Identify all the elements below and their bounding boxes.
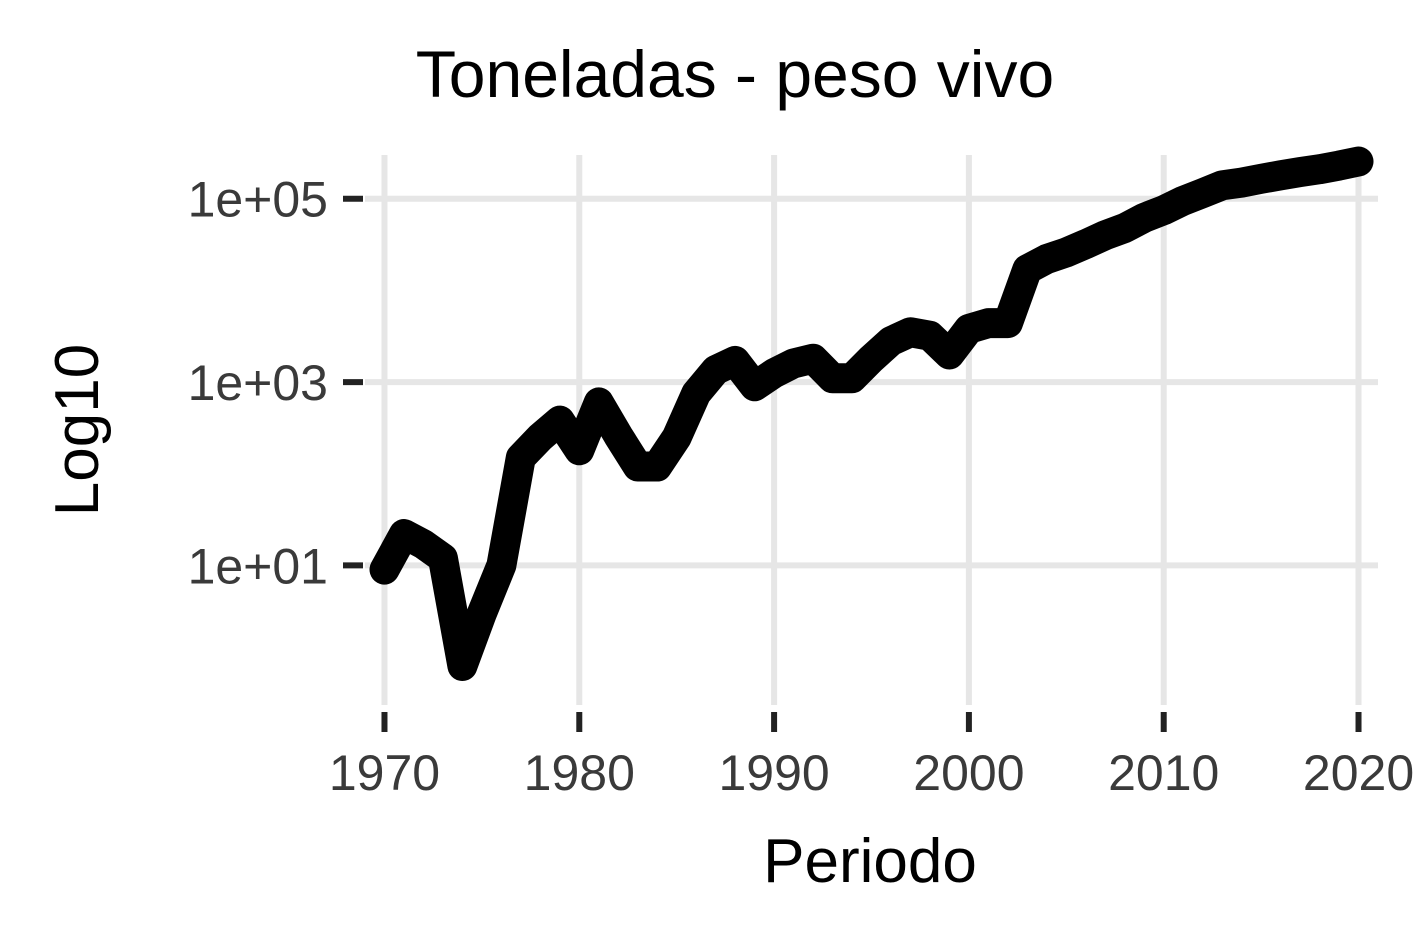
x-tick-label: 2010 — [1108, 745, 1219, 801]
x-tick-label: 1990 — [718, 745, 829, 801]
chart-title: Toneladas - peso vivo — [416, 37, 1054, 111]
y-tick-label: 1e+05 — [188, 172, 328, 228]
x-axis-title: Periodo — [763, 827, 977, 896]
x-tick-label: 2000 — [913, 745, 1024, 801]
x-tick-label: 1980 — [524, 745, 635, 801]
y-tick-label: 1e+03 — [188, 355, 328, 411]
series-line — [369, 146, 1374, 681]
axis-ticks — [343, 195, 1362, 732]
x-tick-label: 1970 — [329, 745, 440, 801]
grid-layer — [365, 155, 1378, 705]
tick-labels: 1970 1980 1990 2000 2010 2020 1e+01 1e+03 1e+05 — [188, 172, 1415, 801]
y-tick-label: 1e+01 — [188, 538, 328, 594]
y-axis-title: Log10 — [43, 344, 112, 516]
series-layer — [369, 146, 1374, 681]
x-tick-label: 2020 — [1303, 745, 1414, 801]
